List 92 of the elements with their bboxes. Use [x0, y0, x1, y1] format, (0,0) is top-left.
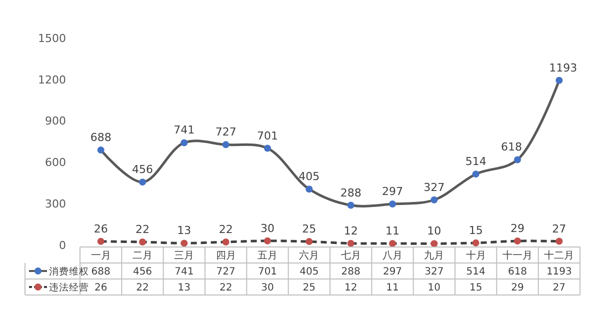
data-label: 1193 [549, 61, 578, 74]
point [430, 196, 438, 204]
text: 12 [344, 282, 358, 294]
point [139, 238, 146, 246]
data-label: 327 [424, 180, 445, 194]
x-tick-label: 九月 [424, 250, 444, 262]
data-label: 405 [298, 170, 320, 184]
data-label: 26 [94, 222, 108, 236]
text: 25 [302, 282, 316, 294]
data-label: 13 [177, 224, 192, 238]
data-label: 22 [136, 222, 150, 236]
point [472, 239, 480, 246]
text: 701 [258, 266, 278, 278]
data-label: 288 [340, 186, 362, 200]
text: 405 [300, 266, 319, 278]
point [472, 170, 480, 178]
point [389, 240, 396, 247]
x-tick-label: 一月 [90, 250, 111, 262]
data-label: 688 [90, 131, 112, 144]
point [514, 156, 521, 164]
text: 15 [469, 282, 482, 294]
text: 29 [511, 282, 524, 294]
text: 1193 [546, 266, 572, 278]
point [430, 240, 438, 248]
text: 288 [341, 266, 360, 278]
y-tick-label: 900 [45, 114, 66, 128]
text: 327 [424, 266, 444, 278]
point [347, 240, 354, 247]
point [264, 237, 271, 244]
y-tick-label: 300 [45, 197, 66, 210]
data-label: 618 [501, 140, 522, 154]
text: 618 [508, 266, 528, 278]
point [389, 200, 396, 208]
data-label: 741 [174, 124, 195, 137]
data-label: 727 [215, 126, 236, 139]
text: 688 [91, 266, 110, 278]
point [180, 240, 188, 247]
legend-label: 违法经营 [49, 281, 89, 294]
text: 10 [428, 282, 441, 294]
point [514, 238, 521, 244]
point [180, 139, 188, 146]
x-tick-label: 十二月 [544, 250, 574, 262]
point [139, 178, 146, 186]
data-label: 10 [427, 224, 442, 238]
data-label: 297 [382, 185, 403, 198]
point [347, 202, 354, 209]
legend-label: 消费维权 [49, 265, 89, 278]
y-tick-label: 1200 [38, 73, 66, 86]
text: 514 [466, 266, 486, 278]
point [97, 146, 104, 154]
x-tick-label: 七月 [340, 250, 361, 262]
x-tick-label: 八月 [382, 250, 402, 262]
text: 11 [386, 282, 399, 294]
point [222, 141, 230, 148]
x-tick-label: 十月 [466, 250, 486, 262]
point [97, 238, 104, 245]
point [306, 238, 313, 246]
data-label: 701 [257, 129, 278, 142]
text: 727 [216, 266, 236, 278]
text: 22 [136, 282, 149, 294]
x-tick-label: 二月 [132, 250, 152, 262]
point [556, 238, 563, 245]
text: 22 [219, 282, 232, 294]
data-label: 15 [468, 224, 483, 237]
x-tick-label: 五月 [258, 250, 278, 262]
point [306, 186, 313, 193]
data-label: 29 [510, 222, 524, 235]
text: 27 [552, 282, 566, 294]
data-label: 25 [302, 222, 316, 236]
point [222, 238, 230, 246]
point [264, 144, 271, 152]
data-label: 12 [344, 224, 358, 238]
x-tick-label: 三月 [174, 250, 194, 262]
data-label: 456 [132, 163, 153, 176]
text: 741 [174, 266, 194, 278]
x-tick-label: 六月 [299, 250, 320, 262]
text: 26 [94, 282, 108, 294]
x-tick-label: 四月 [216, 250, 236, 262]
text: 30 [261, 282, 274, 294]
data-label: 11 [386, 224, 400, 238]
y-tick-label: 600 [45, 156, 66, 170]
data-label: 22 [218, 222, 233, 236]
text: 13 [178, 282, 191, 294]
x-tick-label: 十一月 [502, 250, 532, 262]
data-label: 30 [260, 222, 274, 235]
text: 297 [382, 266, 402, 278]
y-tick-label: 1500 [38, 32, 66, 45]
text: 456 [132, 266, 152, 278]
y-tick-label: 0 [59, 238, 66, 252]
data-label: 27 [552, 222, 566, 236]
point [556, 76, 563, 84]
data-label: 514 [465, 155, 486, 168]
